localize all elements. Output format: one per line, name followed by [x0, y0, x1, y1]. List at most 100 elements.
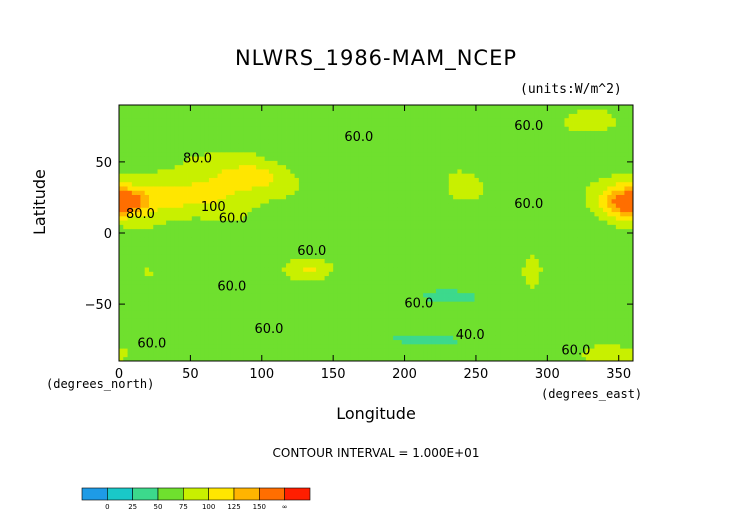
field-cell: [243, 352, 248, 358]
field-cell: [136, 326, 141, 332]
field-cell: [234, 331, 240, 336]
field-cell: [388, 190, 394, 195]
field-cell: [161, 151, 167, 157]
field-cell: [187, 139, 193, 144]
field-cell: [393, 237, 398, 242]
field-cell: [183, 292, 188, 298]
field-cell: [401, 279, 407, 285]
field-cell: [136, 356, 141, 361]
field-cell: [465, 348, 471, 353]
field-cell: [440, 109, 445, 114]
field-cell: [376, 139, 381, 144]
field-cell: [401, 186, 407, 191]
field-cell: [286, 211, 291, 217]
field-cell: [136, 237, 141, 242]
field-cell: [268, 211, 274, 217]
field-cell: [298, 109, 304, 114]
field-cell: [405, 169, 411, 174]
field-cell: [196, 237, 201, 242]
field-cell: [174, 194, 180, 200]
field-cell: [251, 173, 257, 178]
field-cell: [371, 339, 377, 345]
field-cell: [316, 177, 321, 183]
field-cell: [307, 339, 313, 345]
field-cell: [457, 314, 463, 319]
field-cell: [268, 122, 274, 127]
field-cell: [350, 181, 355, 187]
field-cell: [119, 207, 124, 213]
field-cell: [405, 237, 411, 242]
field-cell: [307, 211, 313, 217]
field-cell: [268, 241, 274, 247]
field-cell: [418, 228, 424, 234]
field-cell: [457, 322, 463, 328]
field-cell: [431, 250, 437, 255]
field-cell: [350, 318, 355, 323]
field-cell: [350, 301, 355, 306]
field-cell: [174, 237, 180, 242]
field-cell: [200, 262, 206, 268]
field-cell: [221, 301, 227, 306]
field-cell: [405, 224, 411, 230]
field-cell: [427, 322, 433, 328]
field-cell: [350, 250, 355, 255]
field-cell: [371, 224, 377, 230]
field-cell: [414, 117, 420, 123]
field-cell: [153, 262, 158, 268]
field-cell: [453, 122, 458, 127]
field-cell: [200, 122, 206, 127]
field-cell: [444, 228, 450, 234]
field-cell: [423, 156, 428, 161]
field-cell: [376, 198, 381, 204]
field-cell: [277, 233, 283, 238]
field-cell: [119, 160, 124, 166]
field-cell: [410, 105, 415, 110]
field-cell: [200, 318, 206, 323]
field-cell: [140, 309, 146, 315]
field-cell: [423, 117, 428, 123]
field-cell: [354, 211, 360, 217]
field-cell: [256, 305, 261, 311]
field-cell: [157, 207, 163, 213]
field-cell: [217, 220, 223, 225]
field-cell: [260, 186, 266, 191]
field-cell: [457, 284, 463, 289]
field-cell: [397, 151, 403, 157]
field-cell: [140, 271, 146, 277]
field-cell: [470, 356, 475, 361]
field-cell: [423, 224, 428, 230]
field-cell: [461, 117, 467, 123]
field-cell: [465, 203, 471, 208]
field-cell: [217, 211, 223, 217]
field-cell: [166, 250, 171, 255]
field-cell: [286, 160, 291, 166]
field-cell: [286, 322, 291, 328]
field-cell: [337, 326, 343, 332]
field-cell: [303, 339, 308, 345]
field-cell: [251, 288, 257, 294]
field-cell: [131, 292, 137, 298]
field-cell: [178, 339, 184, 345]
field-cell: [196, 339, 201, 345]
field-cell: [131, 190, 137, 195]
field-cell: [187, 181, 193, 187]
field-cell: [273, 267, 278, 272]
field-cell: [213, 105, 218, 110]
field-cell: [440, 275, 445, 281]
field-cell: [328, 275, 334, 281]
field-cell: [196, 151, 201, 157]
field-cell: [230, 105, 236, 110]
field-cell: [298, 130, 304, 136]
field-cell: [183, 254, 188, 259]
field-cell: [461, 130, 467, 136]
field-cell: [376, 326, 381, 332]
field-cell: [234, 105, 240, 110]
field-cell: [286, 126, 291, 131]
field-cell: [346, 292, 351, 298]
field-cell: [119, 348, 124, 353]
field-cell: [281, 177, 287, 183]
field-cell: [311, 297, 317, 302]
field-cell: [256, 288, 261, 294]
field-cell: [461, 267, 467, 272]
field-cell: [166, 122, 171, 127]
